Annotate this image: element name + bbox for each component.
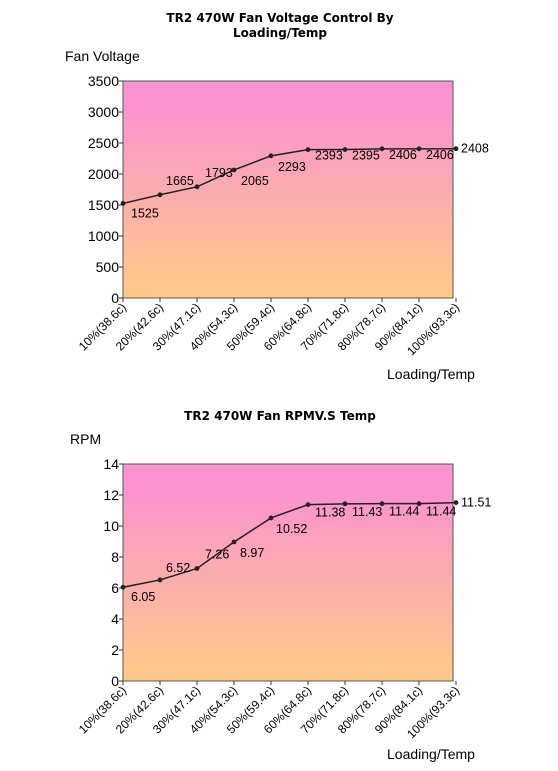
y-tick-label: 1000 bbox=[88, 228, 119, 244]
data-label: 11.43 bbox=[352, 505, 382, 519]
y-tick-label: 12 bbox=[103, 487, 119, 503]
data-point bbox=[231, 167, 237, 173]
x-axis-label: Loading/Temp bbox=[387, 746, 475, 762]
data-point bbox=[416, 501, 422, 507]
data-label: 10.52 bbox=[276, 522, 307, 536]
plot-area bbox=[122, 463, 454, 682]
data-point bbox=[342, 147, 348, 152]
series-line bbox=[122, 147, 457, 205]
data-label: 2293 bbox=[278, 160, 306, 174]
data-label: 11.38 bbox=[315, 506, 345, 520]
plot-area bbox=[122, 80, 454, 299]
data-point bbox=[157, 192, 163, 198]
data-point bbox=[342, 501, 348, 507]
y-tick-label: 14 bbox=[103, 456, 119, 472]
y-tick-label: 2000 bbox=[88, 166, 119, 182]
data-point bbox=[453, 500, 459, 505]
y-tick-label: 2 bbox=[111, 642, 119, 658]
voltage-plot: 050010001500200025003000350010%(38.6c)20… bbox=[76, 73, 489, 358]
data-label: 7.26 bbox=[205, 547, 229, 561]
data-point bbox=[194, 566, 200, 571]
data-label: 1665 bbox=[166, 174, 194, 188]
data-label: 11.44 bbox=[389, 505, 419, 519]
y-axis-label: RPM bbox=[70, 431, 102, 447]
y-tick-label: 0 bbox=[111, 290, 119, 306]
y-tick-label: 6 bbox=[111, 580, 119, 596]
data-point bbox=[379, 501, 385, 507]
data-point bbox=[194, 184, 200, 190]
data-label: 2393 bbox=[315, 149, 343, 163]
y-tick-label: 8 bbox=[111, 549, 119, 565]
data-label: 6.52 bbox=[166, 561, 190, 575]
data-label: 2406 bbox=[426, 148, 454, 162]
data-point bbox=[416, 146, 422, 152]
data-label: 11.44 bbox=[426, 505, 456, 519]
data-label: 2408 bbox=[461, 142, 489, 156]
data-label: 2406 bbox=[389, 148, 417, 162]
data-label: 8.97 bbox=[240, 546, 264, 560]
series-line bbox=[122, 501, 457, 588]
y-tick-label: 10 bbox=[103, 518, 119, 534]
data-point bbox=[268, 153, 274, 159]
data-point bbox=[268, 515, 274, 521]
data-point bbox=[305, 502, 311, 508]
y-tick-label: 0 bbox=[111, 673, 119, 689]
chart-title: TR2 470W Fan RPMV.S Temp bbox=[184, 409, 376, 423]
y-tick-label: 3000 bbox=[88, 104, 119, 120]
data-point bbox=[120, 201, 126, 206]
y-tick-label: 2500 bbox=[88, 135, 119, 151]
data-label: 11.51 bbox=[461, 496, 491, 510]
data-point bbox=[231, 539, 237, 545]
data-point bbox=[453, 146, 459, 152]
chart-title: TR2 470W Fan Voltage Control By Loading/… bbox=[166, 11, 394, 40]
data-point bbox=[379, 146, 385, 152]
rpm-plot: 0246810121410%(38.6c)20%(42.6c)30%(47.1c… bbox=[76, 456, 492, 741]
data-label: 1525 bbox=[131, 206, 159, 220]
y-tick-label: 4 bbox=[111, 611, 119, 627]
y-tick-label: 1500 bbox=[88, 197, 119, 213]
data-point bbox=[120, 584, 126, 590]
y-tick-label: 500 bbox=[96, 259, 120, 275]
data-point bbox=[157, 577, 163, 583]
x-axis-label: Loading/Temp bbox=[387, 366, 475, 382]
voltage-chart: TR2 470W Fan Voltage Control By Loading/… bbox=[65, 11, 489, 382]
data-label: 1793 bbox=[205, 166, 233, 180]
y-axis-label: Fan Voltage bbox=[65, 48, 140, 64]
y-tick-label: 3500 bbox=[88, 73, 119, 89]
data-label: 6.05 bbox=[131, 590, 155, 604]
data-label: 2395 bbox=[352, 149, 380, 163]
rpm-chart: TR2 470W Fan RPMV.S Temp RPM Loading/Tem… bbox=[0, 390, 558, 771]
data-label: 2065 bbox=[241, 174, 269, 188]
data-point bbox=[305, 147, 311, 153]
